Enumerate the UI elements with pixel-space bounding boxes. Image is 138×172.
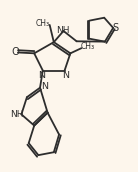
Text: S: S [112, 23, 118, 33]
Text: N: N [38, 71, 45, 80]
Text: NH: NH [56, 26, 69, 35]
Text: N: N [63, 71, 69, 80]
Text: NH: NH [10, 110, 24, 119]
Text: CH₃: CH₃ [36, 19, 50, 28]
Text: CH₃: CH₃ [81, 42, 95, 51]
Text: O: O [12, 47, 20, 57]
Text: N: N [41, 82, 48, 90]
